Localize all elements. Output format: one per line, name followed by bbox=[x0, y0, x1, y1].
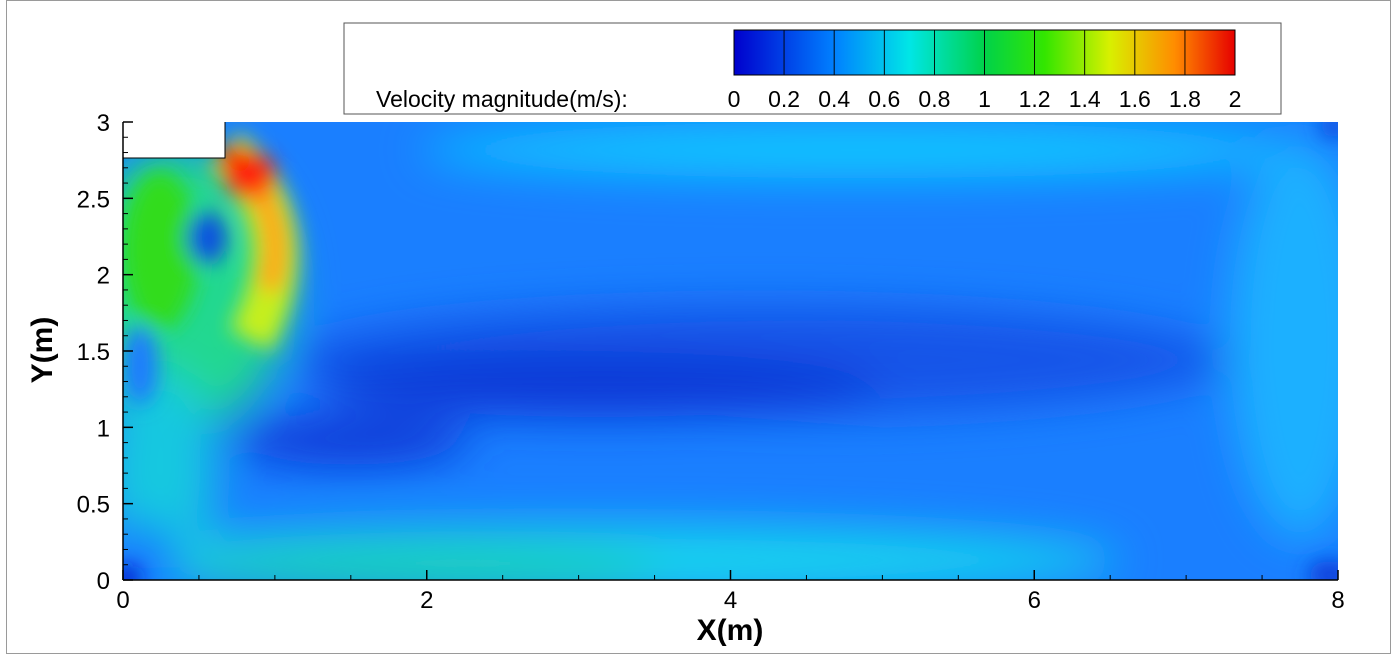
colorbar-tick-label: 1.4 bbox=[1069, 86, 1101, 112]
colorbar-tick-label: 1.6 bbox=[1119, 86, 1151, 112]
colorbar-tick-label: 0.2 bbox=[768, 86, 800, 112]
contour-field bbox=[123, 122, 1338, 580]
colorbar-tick-label: 0.6 bbox=[868, 86, 900, 112]
y-tick-label: 1.5 bbox=[77, 339, 110, 366]
y-axis-ticks: 0 0.5 1 1.5 2 2.5 3 bbox=[77, 110, 133, 595]
y-tick-label: 0.5 bbox=[77, 492, 110, 519]
colorbar-tick-label: 0.4 bbox=[818, 86, 850, 112]
x-tick-label: 8 bbox=[1331, 587, 1344, 614]
y-tick-label: 1 bbox=[97, 415, 110, 442]
x-tick-label: 2 bbox=[420, 587, 433, 614]
colorbar-tick-label: 1.8 bbox=[1169, 86, 1201, 112]
x-axis-label: X(m) bbox=[697, 614, 764, 647]
colorbar-tick-label: 1 bbox=[978, 86, 991, 112]
y-tick-label: 2 bbox=[97, 263, 110, 290]
colorbar-tick-label: 0.8 bbox=[918, 86, 950, 112]
y-tick-label: 0 bbox=[97, 568, 110, 595]
y-axis-label: Y(m) bbox=[26, 317, 59, 384]
y-tick-label: 2.5 bbox=[77, 186, 110, 213]
colorbar-ticks: 0 0.2 0.4 0.6 0.8 1 1.2 1.4 1.6 1.8 2 bbox=[728, 30, 1242, 112]
colorbar-tick-label: 1.2 bbox=[1019, 86, 1051, 112]
x-tick-label: 0 bbox=[116, 587, 129, 614]
x-tick-label: 4 bbox=[724, 587, 737, 614]
y-tick-label: 3 bbox=[97, 110, 110, 137]
colorbar-tick-label: 0 bbox=[728, 86, 741, 112]
colorbar-label: Velocity magnitude(m/s): bbox=[376, 86, 628, 112]
x-axis-ticks: 0 2 4 6 8 bbox=[116, 570, 1345, 614]
x-tick-label: 6 bbox=[1028, 587, 1041, 614]
colorbar-tick-label: 2 bbox=[1229, 86, 1242, 112]
